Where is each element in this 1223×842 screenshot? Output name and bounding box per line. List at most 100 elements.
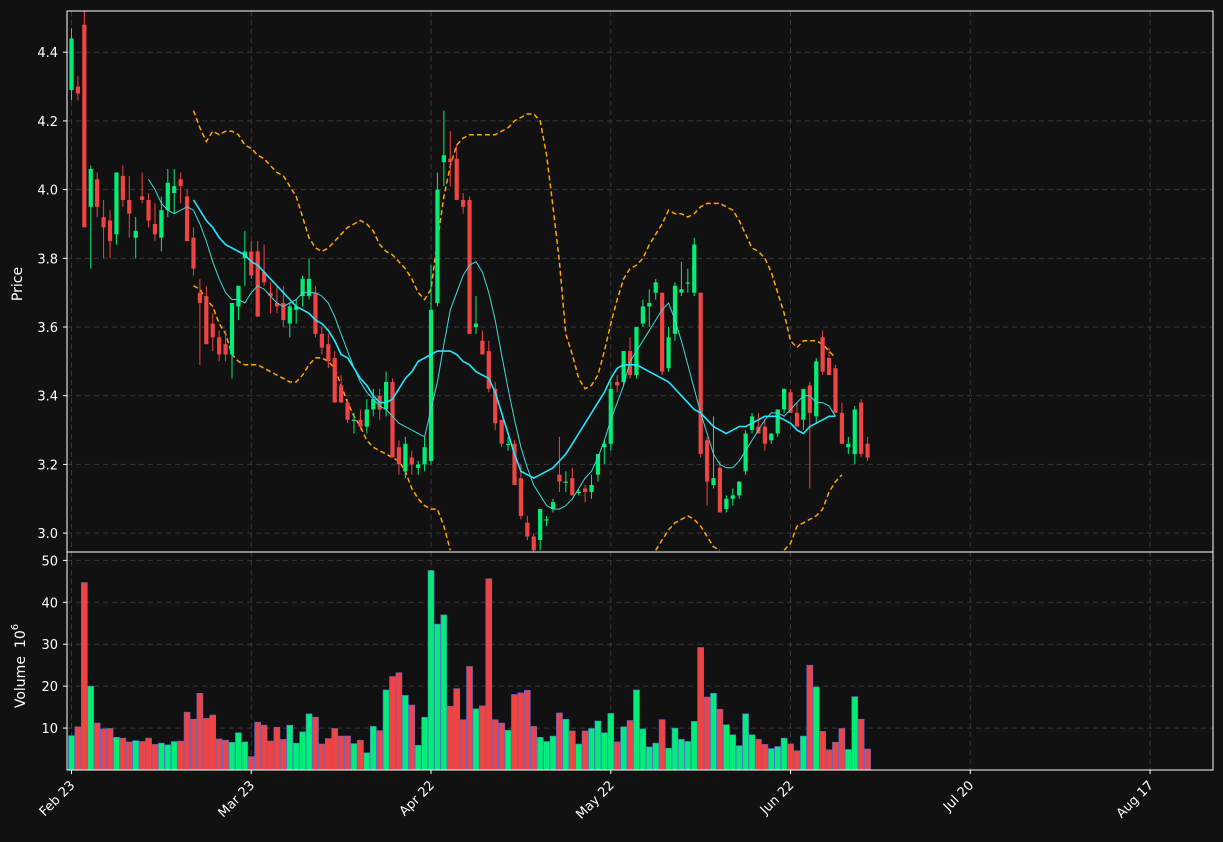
candle-body — [82, 24, 87, 228]
candle-body — [608, 388, 613, 444]
volume-bar — [357, 739, 364, 771]
candle-body — [563, 481, 568, 483]
candle-body — [859, 402, 864, 455]
price-tick-label: 4.4 — [37, 46, 58, 61]
candle-body — [525, 522, 530, 537]
volume-bar — [228, 742, 236, 771]
candle-body — [294, 306, 299, 310]
volume-bar — [267, 740, 274, 771]
price-tick-label: 4.2 — [37, 115, 58, 130]
price-tick-label: 3.0 — [37, 527, 58, 542]
candle-body — [814, 361, 819, 417]
volume-bar — [254, 721, 261, 771]
volume-bar — [151, 744, 159, 771]
candle-body — [422, 447, 427, 465]
volume-bar — [601, 732, 608, 771]
volume-bar — [318, 743, 326, 771]
volume-bar — [607, 713, 615, 771]
volume-bar — [81, 582, 88, 771]
volume-bar — [800, 735, 807, 771]
candle-body — [480, 340, 485, 355]
volume-bar — [491, 719, 499, 771]
volume-bar — [299, 731, 306, 771]
moving-averages — [148, 179, 836, 510]
volume-bar — [331, 728, 339, 771]
volume-axis-label: Volume 106 — [10, 624, 29, 708]
volume-bar — [697, 647, 704, 771]
candle-body — [159, 210, 164, 238]
volume-bar — [729, 734, 737, 771]
candle-body — [306, 278, 312, 297]
candle-body — [826, 357, 832, 376]
candle-body — [679, 289, 684, 293]
volume-bar — [832, 742, 839, 771]
volume-bar — [710, 692, 717, 771]
volume-bar — [382, 689, 390, 771]
volume-bar — [280, 739, 287, 771]
candle-body — [685, 282, 690, 284]
volume-bar — [286, 724, 294, 771]
volume-bar — [543, 741, 550, 771]
volume-bar — [113, 736, 120, 771]
candle-body — [499, 419, 504, 444]
volume-bar — [575, 743, 582, 771]
volume-bar — [68, 735, 75, 771]
candle-body — [672, 285, 678, 334]
candle-body — [550, 502, 556, 510]
candle-body — [640, 306, 645, 324]
candle-body — [743, 433, 748, 472]
volume-bar — [203, 718, 210, 771]
volume-bar — [671, 727, 679, 771]
volume-bar — [177, 740, 184, 771]
volume-bar — [170, 741, 178, 771]
candle-body — [281, 302, 286, 321]
candle-body — [383, 381, 389, 410]
candle-body — [300, 278, 305, 297]
volume-bar — [658, 719, 666, 771]
volume-bar — [350, 743, 358, 771]
candle-body — [769, 433, 774, 441]
volume-bar — [292, 742, 300, 771]
volume-bar — [517, 692, 525, 771]
candle-body — [698, 292, 703, 455]
volume-bar — [241, 741, 249, 771]
volume-bar — [408, 704, 416, 771]
candle-body — [801, 388, 806, 420]
candle-body — [730, 495, 735, 499]
candle-body — [95, 179, 100, 207]
volume-bar — [106, 728, 114, 771]
candle-body — [313, 292, 318, 334]
candle-body — [358, 419, 363, 427]
bollinger-upper-band — [192, 110, 837, 390]
volume-bar — [453, 688, 461, 771]
candle-body — [197, 292, 202, 303]
candle-body — [737, 481, 742, 496]
candle-body — [428, 309, 434, 461]
candle-body — [88, 169, 93, 207]
volume-bar — [793, 750, 801, 771]
volume-bar — [716, 708, 724, 771]
candle-body — [204, 296, 209, 345]
candle-body — [210, 323, 215, 338]
candle-body — [441, 155, 446, 163]
price-tick-label: 3.2 — [37, 458, 58, 473]
volume-bar — [536, 736, 544, 771]
volume-bar — [305, 713, 313, 771]
volume-bar — [678, 739, 685, 771]
bollinger-bands — [192, 110, 843, 551]
candle-body — [531, 536, 536, 551]
candle-body — [326, 344, 331, 362]
candle-body — [140, 196, 145, 200]
candle-body — [345, 402, 350, 420]
volume-tick-label: 20 — [41, 680, 58, 695]
candle-body — [852, 409, 857, 455]
candle-body — [217, 337, 222, 355]
candle-body — [396, 447, 402, 465]
price-y-ticks: 3.0 3.2 3.4 3.6 3.8 4.0 4.2 4.4 — [37, 46, 67, 542]
volume-bar — [421, 716, 428, 771]
candle-body — [653, 282, 658, 293]
volume-bar — [479, 705, 486, 771]
candle-body — [486, 351, 491, 389]
candle-body — [332, 357, 337, 403]
